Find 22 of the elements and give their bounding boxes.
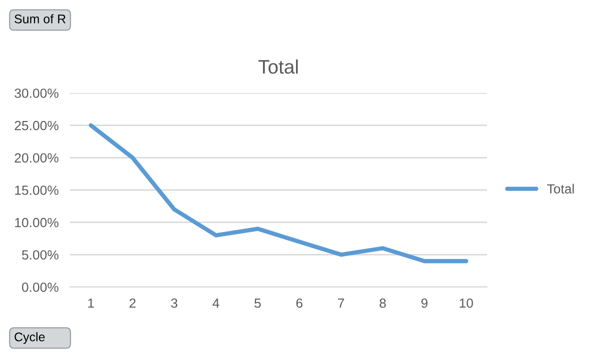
x-tick-label: 8 — [380, 298, 386, 308]
x-tick-label: 1 — [88, 298, 94, 308]
text: Sum of R — [14, 14, 66, 24]
y-tick-label: 10.00% — [15, 218, 58, 228]
x-tick-label: 10 — [460, 298, 473, 308]
y-tick-label: 15.00% — [15, 186, 58, 195]
chart-title: Total — [258, 59, 298, 74]
x-tick-label: 5 — [254, 298, 261, 308]
y-tick-label: 0.00% — [22, 282, 58, 292]
text: Cycle — [14, 332, 45, 344]
y-tick-label: 25.00% — [14, 120, 58, 130]
x-tick-label: 4 — [212, 298, 220, 308]
x-tick-label: 9 — [421, 298, 428, 308]
y-tick-label: 30.00% — [14, 88, 58, 98]
x-tick-label: 3 — [171, 298, 178, 308]
x-tick-label: 2 — [130, 298, 136, 308]
line-series — [88, 123, 468, 264]
x-tick-label: 7 — [338, 298, 344, 308]
y-tick-label: 5.00% — [22, 250, 58, 260]
y-tick-label: 20.00% — [14, 153, 58, 163]
x-tick-label: 6 — [296, 298, 302, 308]
legend-label: Total — [547, 184, 574, 194]
